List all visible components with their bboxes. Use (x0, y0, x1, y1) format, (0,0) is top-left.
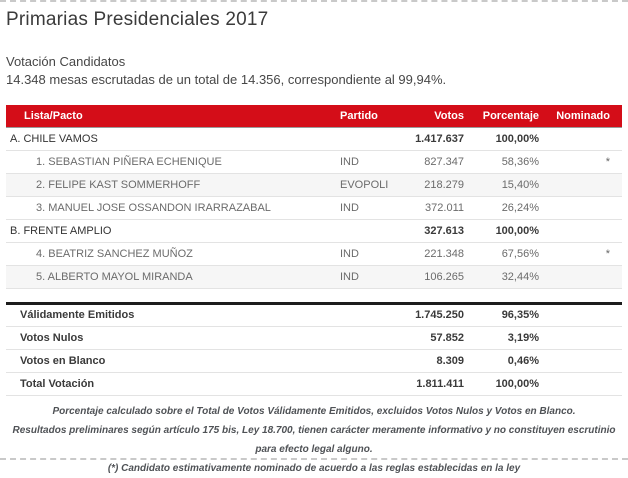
summary-table: Válidamente Emitidos 1.745.250 96,35% Vo… (6, 301, 622, 396)
porcentaje-cell: 100,00% (495, 377, 539, 390)
nominado-cell (539, 265, 622, 288)
footnotes: Porcentaje calculado sobre el Total de V… (6, 402, 622, 478)
table-row-candidate-2: 2. FELIPE KAST SOMMERHOFF EVOPOLI 218.27… (6, 173, 622, 196)
partido-cell: EVOPOLI (340, 178, 389, 191)
pacto-label: B. FRENTE AMPLIO (10, 224, 112, 237)
column-header-nominado: Nominado (556, 109, 610, 122)
candidate-name: 3. MANUEL JOSE OSSANDON IRARRAZABAL (36, 201, 271, 214)
votos-cell: 221.348 (424, 247, 464, 260)
votos-cell: 1.417.637 (415, 132, 464, 145)
section-subtitle: Votación Candidatos (6, 54, 126, 69)
summary-label: Votos Nulos (20, 331, 84, 344)
page-title: Primarias Presidenciales 2017 (6, 9, 269, 30)
candidate-name: 2. FELIPE KAST SOMMERHOFF (36, 178, 201, 191)
empty-cell (539, 303, 622, 326)
summary-row-votos-nulos: Votos Nulos 57.852 3,19% (6, 326, 622, 349)
porcentaje-cell: 58,36% (501, 155, 539, 168)
table-row-pacto-b: B. FRENTE AMPLIO 327.613 100,00% (6, 219, 622, 242)
note-candidato-nominado: (*) Candidato estimativamente nominado d… (107, 462, 521, 474)
pacto-label: A. CHILE VAMOS (10, 132, 98, 145)
votos-cell: 218.279 (424, 178, 464, 191)
column-header-partido: Partido (340, 109, 378, 122)
votos-cell: 8.309 (436, 354, 464, 367)
votos-cell: 1.745.250 (415, 309, 464, 321)
empty-cell (539, 372, 622, 395)
votos-cell: 1.811.411 (416, 377, 464, 390)
summary-label: Votos en Blanco (20, 354, 106, 367)
partido-cell: IND (340, 201, 359, 214)
porcentaje-cell: 26,24% (501, 201, 539, 214)
nominated-asterisk: * (605, 247, 610, 260)
table-row-candidate-3: 3. MANUEL JOSE OSSANDON IRARRAZABAL IND … (6, 196, 622, 219)
porcentaje-cell: 96,35% (501, 309, 539, 321)
nominado-cell (539, 196, 622, 219)
partido-cell: IND (340, 270, 359, 283)
nominado-cell (539, 219, 622, 242)
table-row-candidate-5: 5. ALBERTO MAYOL MIRANDA IND 106.265 32,… (6, 265, 622, 288)
candidate-name: 4. BEATRIZ SANCHEZ MUÑOZ (36, 247, 193, 260)
partido-cell (340, 219, 400, 242)
note-resultados-preliminares: Resultados preliminares según artículo 1… (12, 424, 616, 455)
votos-cell: 372.011 (425, 201, 464, 214)
porcentaje-cell: 100,00% (495, 132, 539, 145)
porcentaje-cell: 3,19% (507, 331, 539, 344)
column-header-votos: Votos (434, 109, 464, 122)
porcentaje-cell: 0,46% (507, 354, 539, 367)
partido-cell: IND (340, 155, 359, 168)
porcentaje-cell: 67,56% (501, 247, 539, 260)
column-header-lista-pacto: Lista/Pacto (24, 109, 83, 122)
porcentaje-cell: 100,00% (495, 224, 539, 237)
votos-cell: 327.613 (424, 224, 464, 237)
column-header-porcentaje: Porcentaje (482, 109, 539, 122)
summary-row-validamente-emitidos: Válidamente Emitidos 1.745.250 96,35% (6, 303, 622, 326)
mesas-escrutadas-line: 14.348 mesas escrutadas de un total de 1… (6, 72, 447, 87)
porcentaje-cell: 15,40% (501, 178, 539, 191)
table-row-candidate-4: 4. BEATRIZ SANCHEZ MUÑOZ IND 221.348 67,… (6, 242, 622, 265)
votos-cell: 827.347 (424, 155, 464, 168)
porcentaje-cell: 32,44% (501, 270, 539, 283)
results-table: Lista/Pacto Partido Votos Porcentaje Nom… (6, 105, 622, 289)
summary-row-total-votacion: Total Votación 1.811.411 100,00% (6, 372, 622, 395)
summary-row-votos-en-blanco: Votos en Blanco 8.309 0,46% (6, 349, 622, 372)
empty-cell (539, 349, 622, 372)
partido-cell: IND (340, 247, 359, 260)
candidate-name: 1. SEBASTIAN PIÑERA ECHENIQUE (36, 155, 222, 168)
candidate-name: 5. ALBERTO MAYOL MIRANDA (36, 270, 193, 283)
nominated-asterisk: * (605, 155, 610, 168)
votos-cell: 106.265 (424, 270, 464, 283)
votos-cell: 57.852 (430, 331, 464, 344)
summary-label: Total Votación (20, 377, 95, 390)
partido-cell (340, 127, 400, 150)
summary-label: Válidamente Emitidos (20, 309, 135, 321)
empty-cell (539, 326, 622, 349)
table-row-candidate-1: 1. SEBASTIAN PIÑERA ECHENIQUE IND 827.34… (6, 150, 622, 173)
nominado-cell (539, 127, 622, 150)
nominado-cell (539, 173, 622, 196)
table-row-pacto-a: A. CHILE VAMOS 1.417.637 100,00% (6, 127, 622, 150)
note-porcentaje-calculado: Porcentaje calculado sobre el Total de V… (52, 405, 576, 417)
results-header-row: Lista/Pacto Partido Votos Porcentaje Nom… (6, 105, 622, 127)
